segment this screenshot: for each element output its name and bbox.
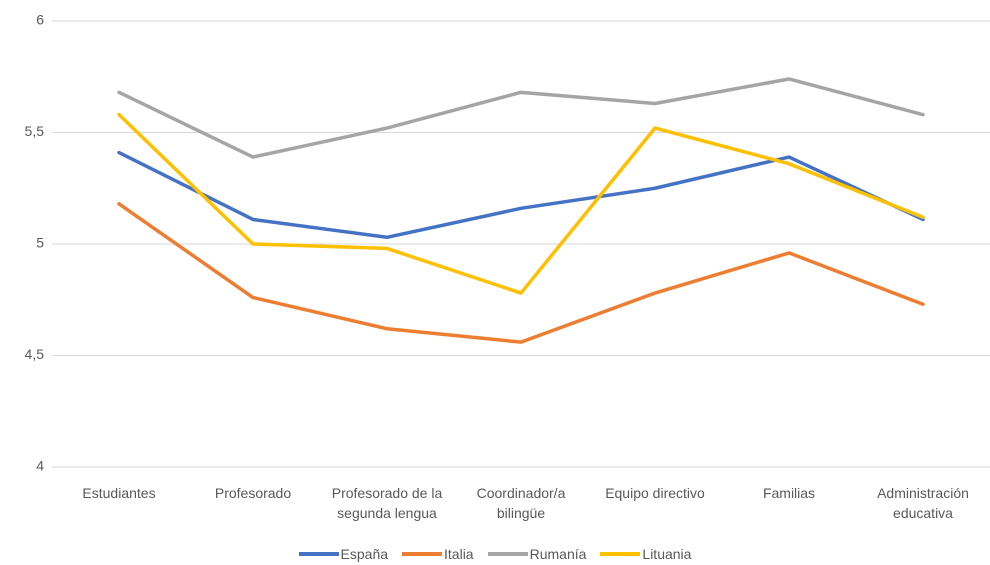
x-tick-label: Estudiantes (82, 485, 156, 501)
y-tick-label: 4 (36, 458, 44, 474)
legend-swatch (298, 552, 339, 556)
legend-item: España (298, 546, 389, 562)
legend-item: Lituania (600, 546, 691, 562)
legend-label: Rumanía (529, 546, 587, 562)
y-tick-label: 4,5 (25, 346, 45, 362)
y-tick-label: 5 (36, 235, 44, 251)
legend-label: Lituania (642, 546, 692, 562)
x-tick-label: Familias (762, 485, 816, 501)
legend-swatch (402, 552, 443, 556)
x-tick-label: Administración educativa (877, 485, 969, 521)
series-line (117, 112, 925, 295)
legend-label: Italia (444, 546, 474, 562)
legend-swatch (487, 552, 528, 556)
x-tick-label: Coordinador/a bilingüe (476, 485, 566, 521)
series-line (117, 150, 925, 240)
series-line (117, 77, 925, 159)
legend-label: España (340, 546, 389, 562)
series-line (117, 202, 925, 344)
legend-item: Rumanía (487, 546, 587, 562)
legend-swatch (600, 552, 641, 556)
legend-item: Italia (402, 546, 474, 562)
y-tick-label: 5,5 (25, 123, 45, 139)
legend: España Italia Rumanía Lituania (0, 546, 990, 562)
x-tick-label: Profesorado (214, 485, 292, 501)
x-tick-label: Profesorado de la segunda lengua (331, 485, 443, 521)
x-tick-label: Equipo directivo (605, 485, 705, 501)
y-tick-label: 6 (36, 12, 44, 28)
